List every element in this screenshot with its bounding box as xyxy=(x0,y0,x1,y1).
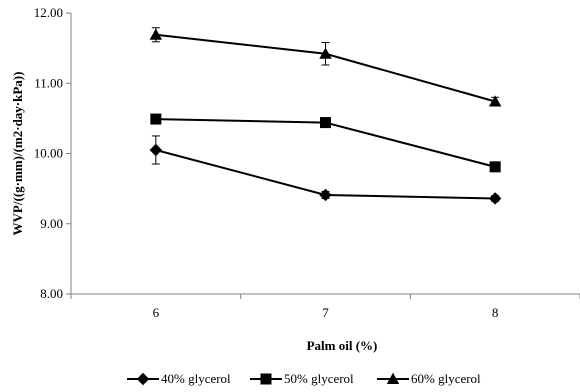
legend-item-2: 50% glycerol xyxy=(250,371,354,386)
data-point xyxy=(150,113,162,125)
data-point xyxy=(319,188,332,202)
legend-label: 40% glycerol xyxy=(161,371,231,386)
y-tick-label: 9.00 xyxy=(40,216,63,231)
legend-item-3: 60% glycerol xyxy=(377,371,481,386)
series-2 xyxy=(150,113,501,173)
y-tick-label: 12.00 xyxy=(34,5,63,20)
legend-marker xyxy=(136,372,150,386)
x-ticks: 6 7 8 xyxy=(70,294,580,320)
x-tick-label: 6 xyxy=(153,305,160,320)
legend-label: 50% glycerol xyxy=(284,371,354,386)
legend-marker xyxy=(260,373,272,385)
data-point xyxy=(489,161,501,173)
legend-label: 60% glycerol xyxy=(411,371,481,386)
y-ticks: 8.00 9.00 10.00 11.00 12.00 xyxy=(34,5,71,301)
x-tick-label: 7 xyxy=(322,305,329,320)
y-tick-label: 11.00 xyxy=(34,75,63,90)
legend-item-1: 40% glycerol xyxy=(127,371,231,386)
legend: 40% glycerol 50% glycerol 60% glycerol xyxy=(127,371,481,386)
legend-marker xyxy=(386,372,400,384)
y-tick-label: 10.00 xyxy=(34,146,63,161)
plot-area: 8.00 9.00 10.00 11.00 12.00 6 7 8 xyxy=(34,5,580,320)
series-1 xyxy=(149,135,502,205)
data-point xyxy=(149,28,163,40)
data-point xyxy=(149,143,163,157)
series-layer xyxy=(149,27,502,205)
y-tick-label: 8.00 xyxy=(40,286,63,301)
y-axis-title: WVP/((g·mm)/(m2·day·kPa)) xyxy=(10,72,25,236)
data-point xyxy=(319,47,332,59)
data-point xyxy=(320,117,331,129)
data-point xyxy=(488,95,502,107)
x-tick-label: 8 xyxy=(492,305,499,320)
data-point xyxy=(488,192,502,205)
x-axis-title: Palm oil (%) xyxy=(307,338,378,353)
series-3 xyxy=(149,27,502,107)
